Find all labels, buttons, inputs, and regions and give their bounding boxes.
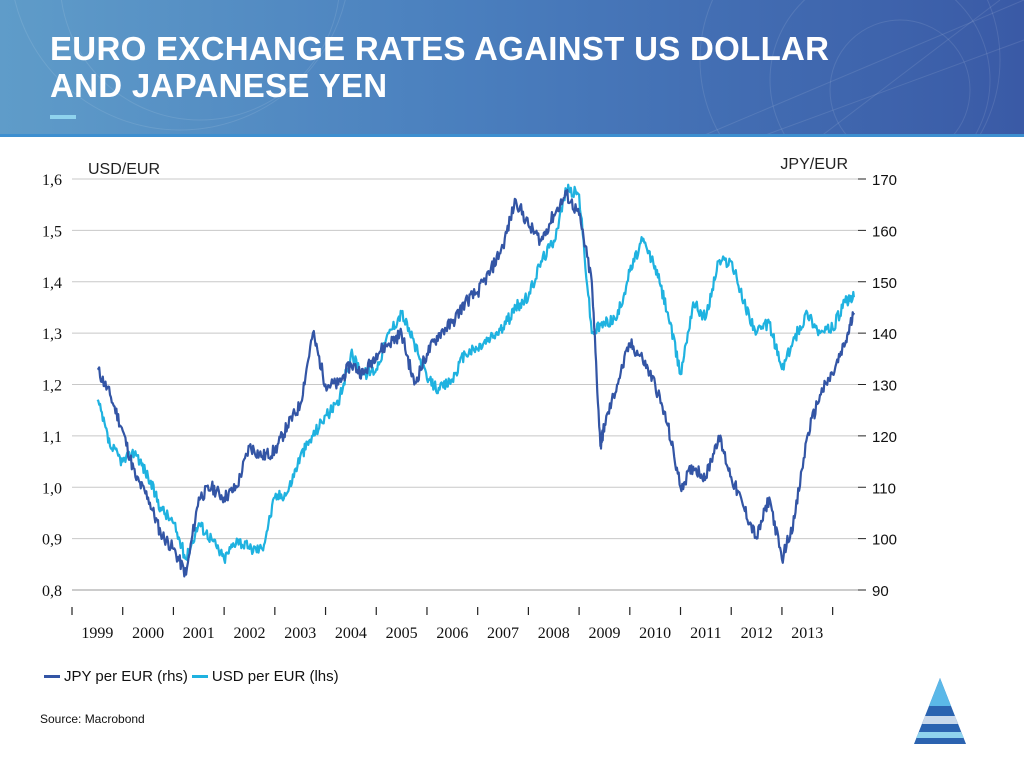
right-tick-label: 150 (872, 275, 897, 292)
right-axis-title: JPY/EUR (780, 156, 848, 173)
right-tick-label: 130 (872, 378, 897, 395)
right-tick-label: 100 (872, 532, 897, 549)
x-tick-label: 2007 (487, 625, 519, 642)
source-note: Source: Macrobond (40, 712, 145, 726)
chart-legend: JPY per EUR (rhs) USD per EUR (lhs) (44, 668, 343, 685)
legend-item-usd: USD per EUR (lhs) (191, 668, 339, 685)
company-logo (914, 678, 966, 744)
series-line-jpy (97, 189, 855, 578)
x-tick-label: 2006 (436, 625, 468, 642)
chart-series (96, 183, 855, 578)
left-tick-label: 1,4 (42, 275, 62, 292)
right-tick-label: 160 (872, 223, 897, 240)
legend-label-usd: USD per EUR (lhs) (211, 668, 339, 685)
left-tick-label: 1,3 (42, 326, 62, 343)
title-accent-bar (50, 115, 76, 119)
slide-title: EURO EXCHANGE RATES AGAINST US DOLLAR AN… (50, 30, 829, 104)
x-tick-label: 2002 (233, 625, 265, 642)
series-line-usd (96, 183, 855, 564)
x-tick-label: 2011 (690, 625, 721, 642)
title-line-2: AND JAPANESE YEN (50, 67, 388, 104)
legend-swatch-jpy (44, 675, 60, 678)
x-tick-label: 2012 (741, 625, 773, 642)
legend-swatch-usd (191, 675, 208, 678)
x-tick-label: 1999 (81, 625, 113, 642)
x-tick-label: 2008 (538, 625, 570, 642)
x-tick-label: 2003 (284, 625, 316, 642)
chart-grid (72, 178, 858, 591)
left-tick-label: 1,5 (42, 223, 62, 240)
exchange-rate-chart: 0,8 90 0,9 100 1,0 110 1,1 120 1,2 130 1,3 140 1,4 15… (42, 156, 897, 642)
left-axis-title: USD/EUR (88, 161, 160, 178)
right-tick-label: 140 (872, 326, 897, 343)
left-tick-label: 1,0 (42, 480, 62, 497)
header-underline (0, 134, 1024, 137)
legend-item-jpy: JPY per EUR (rhs) (44, 668, 188, 685)
x-tick-label: 2004 (335, 625, 367, 642)
slide-header: EURO EXCHANGE RATES AGAINST US DOLLAR AN… (0, 0, 1024, 137)
chart-ticks: 0,8 90 0,9 100 1,0 110 1,1 120 1,2 130 1,3 140 1,4 15… (42, 172, 897, 642)
left-tick-label: 1,6 (42, 172, 62, 189)
x-tick-label: 2009 (588, 625, 620, 642)
right-tick-label: 110 (872, 480, 896, 497)
x-tick-label: 2010 (639, 625, 671, 642)
legend-label-jpy: JPY per EUR (rhs) (64, 668, 188, 685)
header-decoration (14, 0, 1024, 137)
title-line-1: EURO EXCHANGE RATES AGAINST US DOLLAR (50, 30, 830, 67)
left-tick-label: 0,8 (42, 583, 62, 600)
left-tick-label: 0,9 (42, 532, 62, 549)
left-tick-label: 1,2 (42, 378, 62, 395)
left-tick-label: 1,1 (42, 429, 62, 446)
right-tick-label: 120 (872, 429, 897, 446)
x-tick-label: 2001 (183, 625, 215, 642)
x-tick-label: 2000 (132, 625, 164, 642)
right-tick-label: 90 (872, 583, 889, 600)
x-tick-label: 2005 (386, 625, 418, 642)
x-tick-label: 2013 (791, 625, 823, 642)
right-tick-label: 170 (872, 172, 897, 189)
